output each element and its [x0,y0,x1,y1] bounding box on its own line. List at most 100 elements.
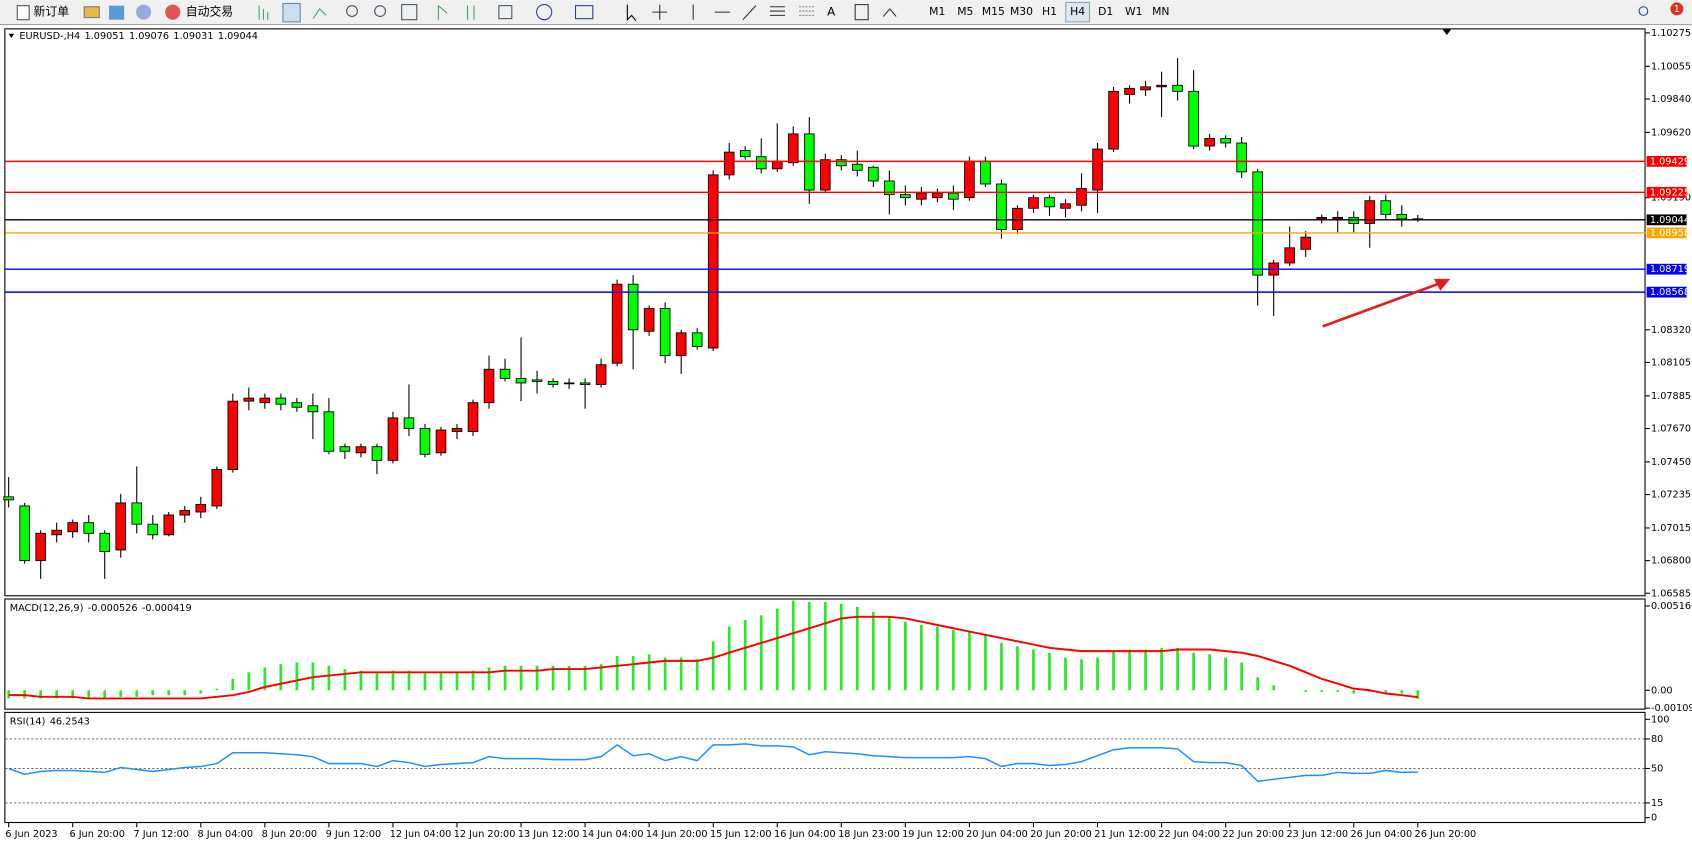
price-label-box [1646,186,1687,198]
macd-header: MACD(12,26,9) -0.000526 -0.000419 [10,603,192,614]
cursor-icon[interactable] [626,4,637,22]
candle-body [1332,216,1344,220]
timeframe-button[interactable]: M30 [1010,5,1033,18]
line-icon[interactable] [312,8,327,19]
y-tick-label: 50 [1651,763,1663,774]
candle-body [1172,84,1183,92]
candle-body [1028,197,1039,209]
candle-icon[interactable] [282,2,301,23]
x-tick-label: 14 Jun 04:00 [582,829,644,840]
candle-body [355,446,367,454]
x-tick-label: 6 Jun 2023 [5,829,57,840]
candle-body [1252,171,1263,276]
shift-icon[interactable] [467,5,475,20]
y-tick-label: 0 [1651,813,1657,824]
period-icon[interactable] [536,4,553,21]
y-tick-label: 1.06800 [1651,556,1691,567]
macd-panel [4,598,1646,710]
candle-body [147,523,159,536]
new-order-icon[interactable] [16,5,30,21]
rsi-value: 46.2543 [50,717,90,728]
timeframe-button[interactable]: MN [1152,5,1169,18]
scroll-icon[interactable] [437,4,448,20]
x-tick-label: 18 Jun 23:00 [838,829,900,840]
candle-body [948,192,959,200]
toolbar-icon[interactable] [83,6,100,19]
y-tick-label: 1.10055 [1651,61,1691,72]
zoom-out-icon[interactable] [374,5,387,18]
toolbar [0,0,1692,26]
toolbar-icon[interactable] [109,5,125,20]
notification-badge[interactable] [1670,2,1684,16]
toolbar-icon[interactable] [136,4,152,20]
candle-body [1300,236,1311,250]
text-tool[interactable]: A [827,5,836,19]
x-tick-label: 9 Jun 12:00 [326,829,381,840]
new-order-button[interactable]: 新订单 [33,5,69,19]
x-tick-label: 26 Jun 20:00 [1415,829,1477,840]
search-icon[interactable] [1638,6,1649,16]
bar-chart-icon[interactable] [258,5,269,20]
template-icon[interactable] [574,5,594,20]
label-icon[interactable] [854,4,869,21]
symbol: EURUSD-,H4 [19,31,80,42]
candle-body [1140,86,1151,91]
candle-body [291,402,303,408]
timeframe-button[interactable]: M1 [929,5,945,18]
zoom-in-icon[interactable] [346,5,358,18]
candle-body [820,159,831,191]
candle-body [323,411,335,452]
annotation-arrow [1322,281,1441,328]
annotation-arrowhead [1433,278,1451,291]
trendline-icon[interactable] [742,5,757,21]
candle-body [595,364,607,385]
timeframe-button[interactable]: W1 [1125,5,1143,18]
timeframe-button[interactable]: M15 [982,5,1005,18]
candle-body [83,522,94,534]
candle-body [19,505,30,562]
candle-body [1076,188,1087,206]
price-label: 1.08568 [1650,287,1690,298]
channel-icon[interactable] [769,6,785,16]
y-tick-label: 0.005166 [1651,601,1692,612]
timeframe-button[interactable]: H4 [1070,5,1085,18]
price-label: 1.09044 [1650,215,1690,226]
candle-body [1364,200,1376,224]
ohlc-open: 1.09051 [85,31,125,42]
x-tick-label: 12 Jun 04:00 [390,829,452,840]
arrow-icon[interactable] [882,8,897,17]
signal-line [8,615,1418,700]
active-timeframe [1065,1,1091,23]
candle-body [547,380,559,385]
tile-icon[interactable] [401,4,418,21]
y-tick-label: 80 [1651,734,1663,745]
auto-trade-icon[interactable] [165,4,181,20]
x-tick-label: 20 Jun 20:00 [1030,829,1092,840]
price-panel [4,28,1646,597]
candle-body [451,428,463,432]
rsi-line [8,743,1418,783]
timeframe-button[interactable]: M5 [957,5,973,18]
candle-body [371,446,383,461]
candle-body [579,382,591,385]
candle-body [179,510,191,516]
candle-body [691,332,703,347]
timeframe-button[interactable]: H1 [1042,5,1057,18]
candle-body [403,417,415,429]
candle-body [932,192,943,199]
fibo-icon[interactable] [799,6,815,16]
candle-body [211,469,223,507]
candle-body [1124,87,1135,95]
auto-trade-button[interactable]: 自动交易 [186,5,233,19]
x-tick-label: 21 Jun 12:00 [1094,829,1156,840]
shift-marker [1442,29,1452,35]
price-label-box [1646,227,1687,239]
candle-body [1108,90,1119,150]
rsi-header: RSI(14) 46.2543 [10,717,90,728]
y-tick-label: 0.00 [1651,685,1673,696]
indicator-icon[interactable] [498,5,513,20]
y-tick-label: 100 [1651,714,1670,725]
crosshair-icon[interactable] [652,4,668,20]
timeframe-button[interactable]: D1 [1098,5,1113,18]
